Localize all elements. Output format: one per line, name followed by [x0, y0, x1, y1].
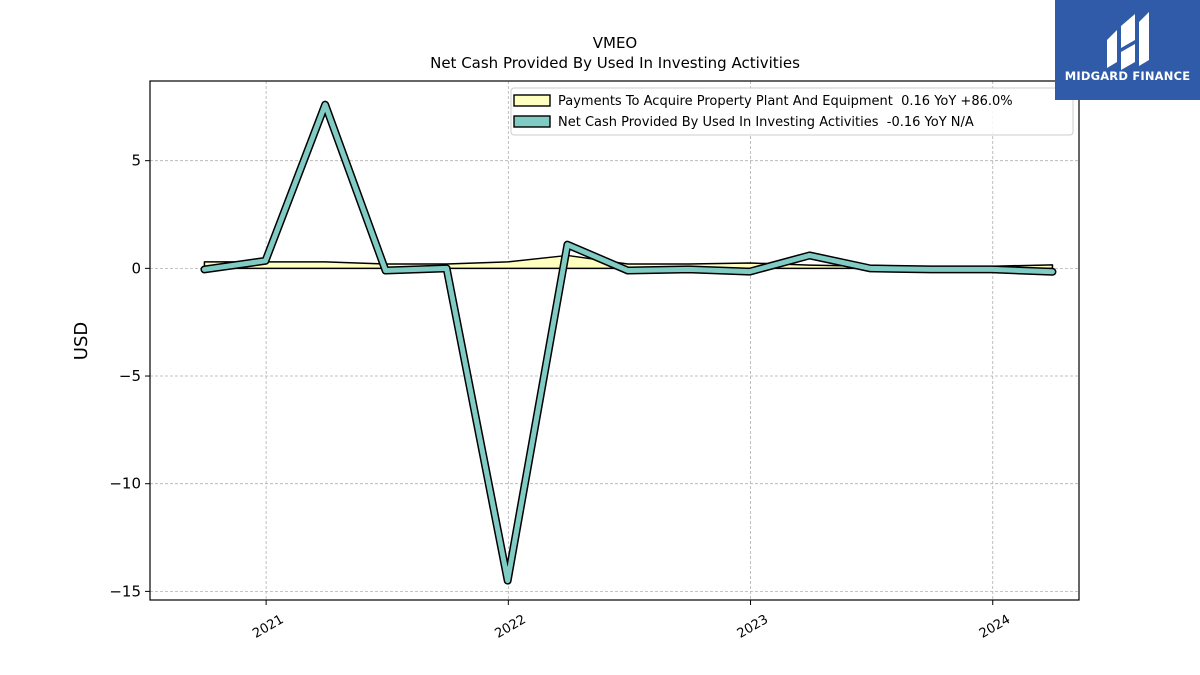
legend: Payments To Acquire Property Plant And E… — [510, 87, 1074, 136]
y-tick-label: −5 — [119, 367, 141, 385]
legend-swatch-payments — [513, 94, 551, 107]
y-tick-label: −15 — [109, 582, 141, 600]
plot-frame — [149, 80, 1080, 601]
legend-swatch-net-cash — [513, 115, 551, 128]
x-tick-label: 2022 — [492, 612, 528, 642]
y-tick-label: 0 — [131, 259, 141, 277]
series-net-cash-line — [201, 102, 1055, 584]
legend-box — [510, 87, 1074, 136]
y-tick-label: −10 — [109, 475, 141, 493]
brand-logo: MIDGARD FINANCE — [1055, 0, 1200, 100]
y-axis: 5 0 −5 −10 −15 — [109, 152, 150, 600]
x-tick-label: 2021 — [250, 612, 286, 642]
grid-lines — [150, 81, 1079, 600]
y-axis-label: USD — [71, 322, 92, 360]
brand-name: MIDGARD FINANCE — [1064, 69, 1191, 83]
series-net-cash-outline — [200, 100, 1057, 585]
x-axis: 2021 2022 2023 2024 — [250, 600, 1013, 642]
plot-area — [200, 100, 1057, 585]
y-tick-label: 5 — [131, 152, 141, 170]
legend-label-net-cash: Net Cash Provided By Used In Investing A… — [558, 115, 974, 130]
chart-title: VMEO — [593, 34, 638, 52]
x-tick-label: 2023 — [735, 612, 771, 642]
chart-subtitle: Net Cash Provided By Used In Investing A… — [430, 54, 800, 72]
brand-mark-icon — [1107, 12, 1149, 70]
x-tick-label: 2024 — [977, 612, 1013, 642]
legend-label-payments: Payments To Acquire Property Plant And E… — [558, 94, 1013, 109]
